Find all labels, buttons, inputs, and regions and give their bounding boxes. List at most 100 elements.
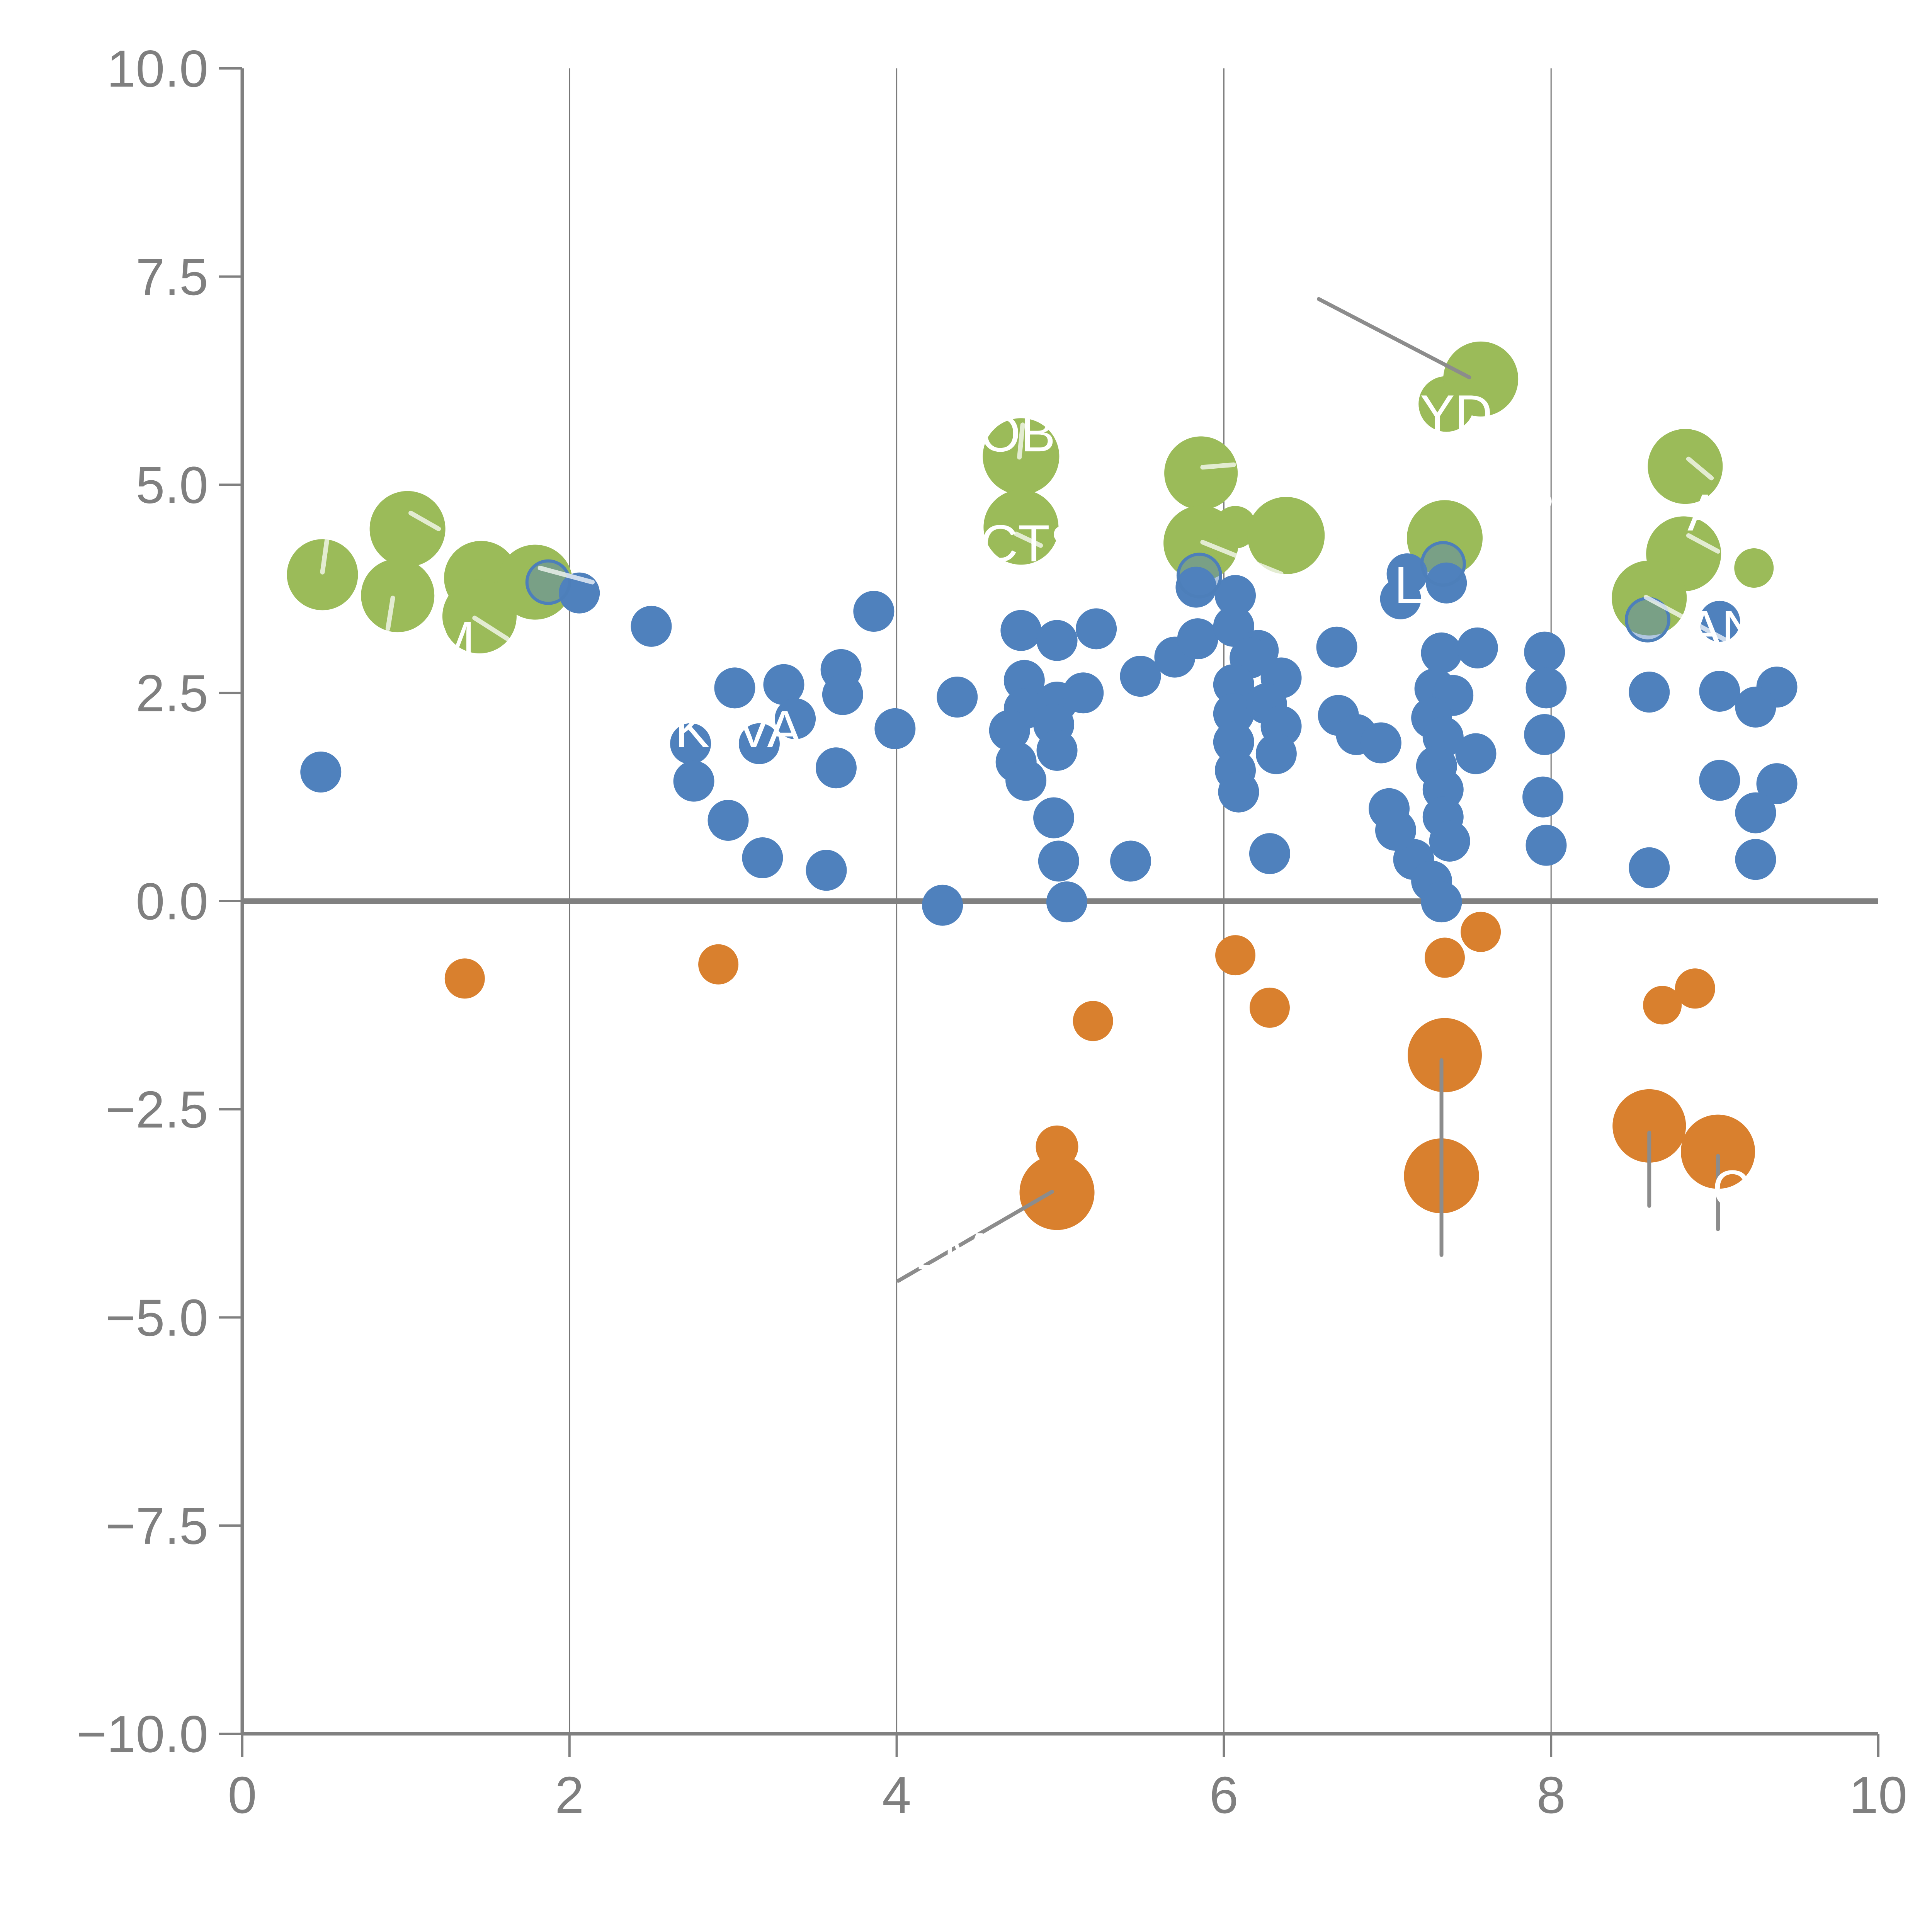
data-point-blue: [815, 747, 857, 789]
leader-line-light: [385, 595, 395, 631]
data-point-green: [361, 559, 435, 633]
data-point-blue: [1457, 627, 1498, 668]
data-point-orange: [1073, 1001, 1113, 1041]
data-point-blue: [1036, 620, 1078, 661]
data-point-blue: [1524, 631, 1565, 673]
y-tick-label: −5.0: [105, 1289, 208, 1347]
data-point-blue: [922, 884, 963, 926]
data-point-green: [1214, 506, 1257, 549]
data-point-orange: [1675, 968, 1715, 1009]
x-tick-label: 0: [228, 1766, 257, 1824]
leader-line-light: [320, 535, 330, 575]
point-label: L: [1394, 556, 1423, 614]
leader-line-light: [1017, 422, 1025, 460]
leader-line-dark: [896, 1190, 1054, 1283]
y-tick-label: 7.5: [136, 248, 208, 306]
data-point-blue: [1735, 839, 1776, 880]
data-point-blue: [1386, 553, 1428, 595]
data-point-blue: [1038, 840, 1079, 882]
data-point-blue: [300, 751, 342, 793]
data-point-blue: [1036, 730, 1078, 771]
data-point-blue: [1735, 792, 1776, 833]
leader-line-dark: [1316, 297, 1471, 379]
y-tick-label: 10.0: [107, 39, 208, 98]
data-point-blue: [1213, 664, 1254, 705]
data-point-blue: [1003, 660, 1045, 701]
point-label: VA: [736, 700, 802, 758]
data-point-blue: [1213, 693, 1254, 735]
x-tick-label: 10: [1849, 1766, 1907, 1824]
data-point-blue: [742, 837, 783, 878]
data-point-green: [287, 539, 358, 611]
data-point-blue: [1375, 810, 1416, 851]
data-point-blue: [1756, 763, 1798, 804]
y-tick-label: 2.5: [136, 664, 208, 723]
data-point-blue: [1005, 760, 1047, 801]
data-point-blue: [1177, 618, 1218, 660]
data-point-orange: [1424, 937, 1465, 978]
data-point-orange: [1643, 986, 1682, 1025]
data-point-blue: [989, 710, 1030, 751]
x-tick-label: 4: [882, 1766, 911, 1824]
leader-line-light: [1686, 533, 1721, 554]
data-point-green: [1247, 497, 1325, 574]
data-point-blue: [1629, 847, 1670, 888]
point-label: K: [675, 700, 709, 758]
data-point-blue: [631, 605, 672, 647]
x-tick-label: 2: [555, 1766, 584, 1824]
data-point-blue: [1255, 733, 1297, 774]
y-tick-label: 5.0: [136, 456, 208, 514]
data-point-green: [1443, 341, 1519, 417]
data-point-blue: [673, 760, 714, 802]
x-tick-label: 6: [1209, 1766, 1238, 1824]
data-point-orange: [1249, 987, 1290, 1028]
leader-line-light: [408, 510, 441, 531]
data-point-blue: [822, 674, 863, 715]
data-point-green: [1648, 429, 1723, 504]
data-point-blue: [1218, 771, 1259, 813]
data-point-blue: [1426, 562, 1467, 604]
data-point-blue: [1522, 776, 1564, 818]
point-label: CTS: [980, 514, 1085, 573]
y-tick-label: −10.0: [76, 1705, 208, 1763]
data-point-blue: [763, 664, 804, 705]
data-point-orange: [1681, 1114, 1755, 1189]
data-point-blue: [1046, 881, 1087, 923]
data-point-blue: [806, 850, 847, 891]
data-point-blue: [1629, 672, 1670, 713]
data-point-blue: [1110, 840, 1151, 882]
data-point-green: [1734, 548, 1774, 588]
data-point-orange: [1461, 912, 1501, 952]
data-point-orange: [1407, 1018, 1482, 1092]
data-point-blue: [707, 799, 749, 841]
data-point-blue-translucent: [1176, 553, 1222, 599]
point-label: BE: [1520, 464, 1589, 522]
data-point-blue: [1421, 881, 1462, 923]
data-point-blue: [775, 698, 816, 740]
data-point-blue: [670, 723, 711, 764]
leader-line-light: [1200, 540, 1284, 577]
data-point-green: [1164, 436, 1238, 510]
point-label: OB: [980, 404, 1055, 463]
data-point-orange: [698, 944, 739, 985]
data-point-orange: [1612, 1089, 1686, 1163]
leader-line-light: [1643, 595, 1733, 645]
leader-line-light: [472, 616, 510, 641]
data-point-blue: [1215, 575, 1256, 616]
data-point-blue: [1429, 820, 1470, 862]
y-tick-label: −7.5: [105, 1497, 208, 1555]
data-point-blue: [1421, 632, 1462, 673]
data-point-blue: [1063, 672, 1104, 714]
data-point-blue: [1699, 760, 1740, 801]
data-point-blue: [1735, 686, 1776, 728]
data-point-blue: [1249, 833, 1290, 874]
data-point-blue: [1699, 670, 1740, 712]
point-label: A: [1687, 483, 1722, 542]
data-point-blue: [1175, 566, 1217, 608]
data-point-blue: [738, 723, 780, 764]
leader-line-light: [537, 566, 595, 585]
data-point-green: [497, 544, 573, 620]
leader-line-light: [1014, 531, 1043, 548]
